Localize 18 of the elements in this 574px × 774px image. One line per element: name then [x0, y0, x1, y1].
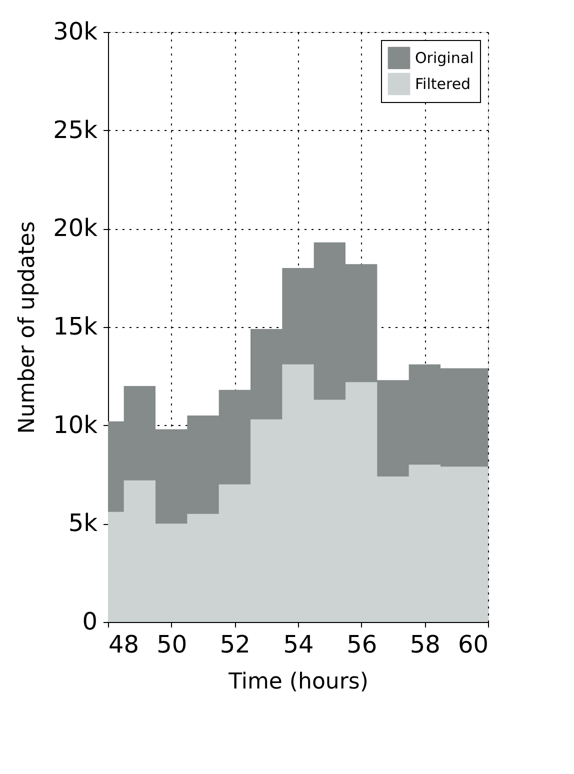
y-tick-label: 20k	[53, 214, 98, 242]
y-tick-label: 5k	[68, 509, 98, 538]
x-tick-label: 50	[156, 630, 188, 658]
y-tick-label: 0	[82, 608, 98, 636]
y-tick-label: 10k	[53, 410, 98, 439]
x-tick-label: 54	[283, 630, 314, 658]
x-tick-label: 48	[108, 630, 140, 658]
x-tick-label: 56	[346, 630, 378, 658]
x-axis-title: Time (hours)	[228, 670, 368, 694]
y-tick-label: 30k	[53, 18, 98, 46]
x-tick-label: 52	[220, 630, 250, 658]
legend-label: Filtered	[415, 75, 471, 93]
x-tick-label: 60	[458, 630, 488, 658]
legend-label: Original	[415, 49, 474, 67]
y-tick-label: 15k	[53, 312, 98, 340]
x-tick-label: 58	[410, 630, 440, 658]
y-tick-label: 25k	[53, 116, 98, 144]
y-axis-title: Number of updates	[15, 221, 40, 434]
